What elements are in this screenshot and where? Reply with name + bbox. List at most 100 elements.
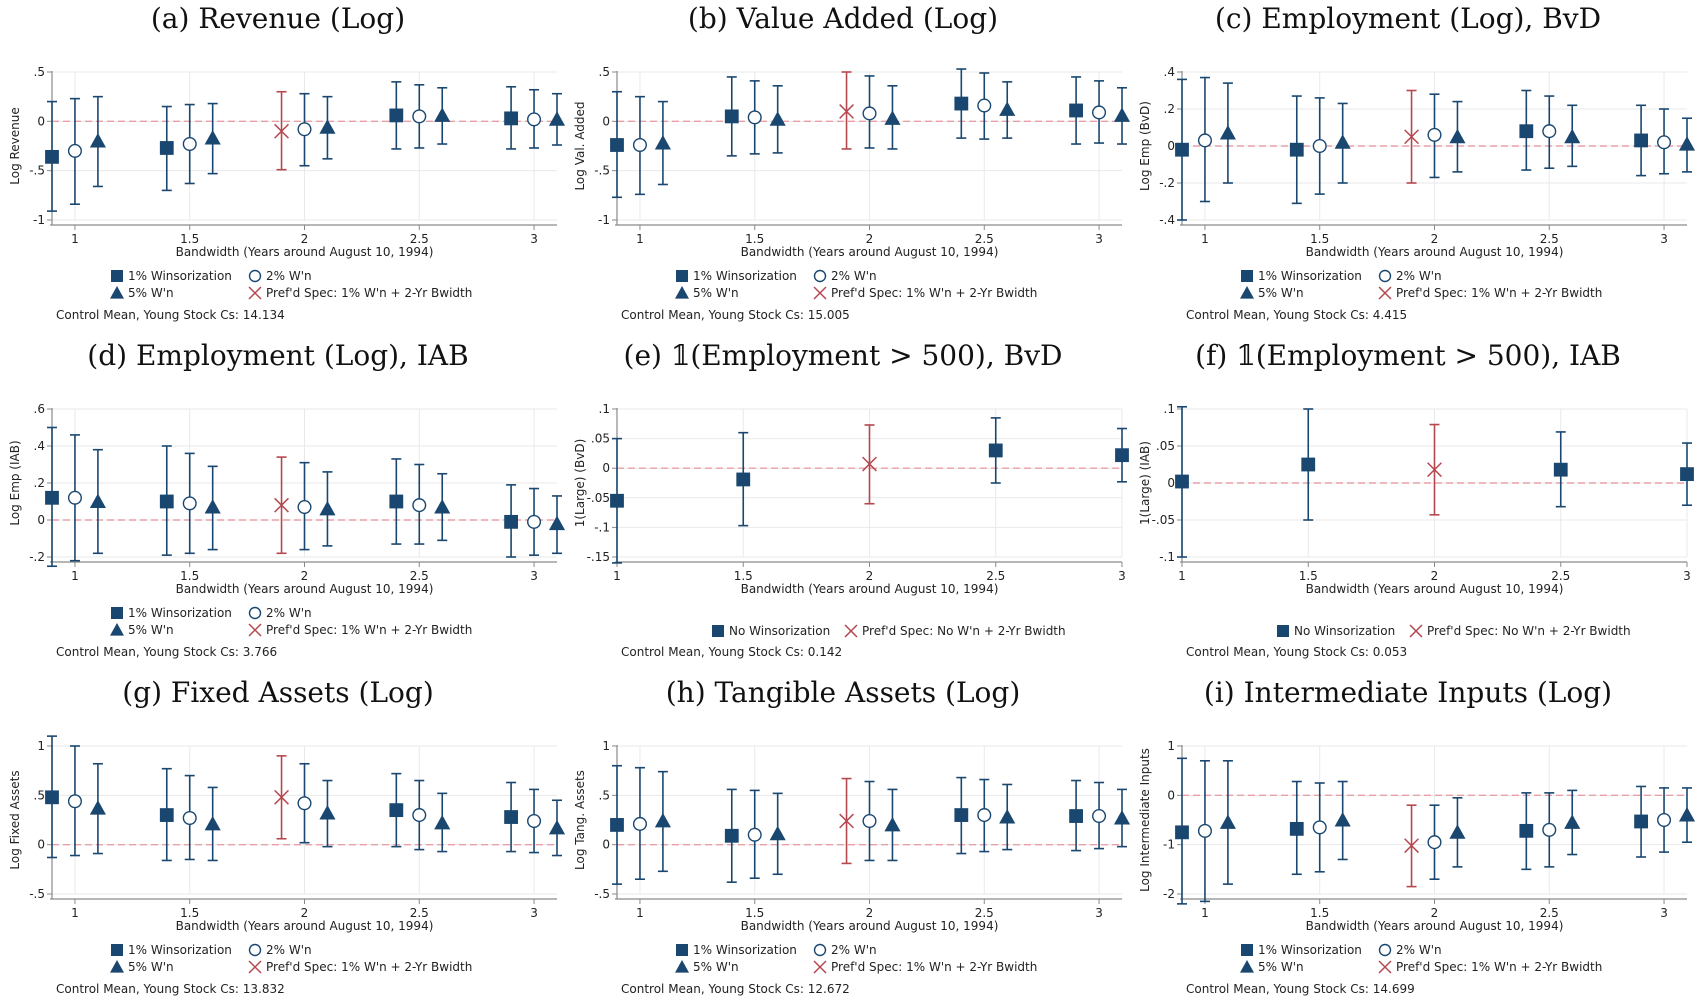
point-circle xyxy=(297,500,312,515)
x-tick-label: 2 xyxy=(1431,569,1439,583)
point-square xyxy=(1175,142,1189,157)
y-tick-label: -1 xyxy=(33,213,45,227)
point-triangle xyxy=(434,499,451,514)
legend-label: Pref'd Spec: No W'n + 2-Yr Bwidth xyxy=(1427,624,1631,638)
point-triangle xyxy=(1219,814,1236,829)
legend-label: 2% W'n xyxy=(266,943,312,957)
point-circle xyxy=(1197,823,1212,838)
x-tick-label: 2.5 xyxy=(1540,232,1559,246)
legend-marker-square xyxy=(712,625,724,637)
x-axis-label: Bandwidth (Years around August 10, 1994) xyxy=(176,245,434,259)
point-triangle xyxy=(769,111,786,126)
x-tick-label: 1 xyxy=(1201,906,1209,920)
point-circle xyxy=(412,109,427,124)
x-tick-label: 2.5 xyxy=(410,232,429,246)
x-tick-label: 1.5 xyxy=(745,232,764,246)
y-tick-label: 0 xyxy=(602,461,610,475)
x-tick-label: 2 xyxy=(866,906,874,920)
point-circle xyxy=(632,137,647,153)
point-square xyxy=(1115,448,1129,463)
legend-marker-circle xyxy=(1378,269,1392,283)
legend-label: 1% Winsorization xyxy=(128,606,232,620)
x-tick-label: 3 xyxy=(1095,232,1103,246)
y-tick-label: .6 xyxy=(34,402,45,416)
y-tick-label: 0 xyxy=(37,114,45,128)
chart-panel-a: (a) Revenue (Log) -1 -.5 0 .5 1 1.5 2 2.5 3 Bandwi… xyxy=(8,2,566,322)
point-circle xyxy=(1657,812,1672,828)
legend-marker-square xyxy=(1241,944,1253,956)
legend-marker-circle xyxy=(813,269,827,283)
point-triangle xyxy=(204,499,221,514)
point-circle xyxy=(412,808,427,823)
legend-marker-square xyxy=(111,270,123,282)
legend-marker-circle xyxy=(248,269,262,283)
legend-label: 5% W'n xyxy=(1258,960,1304,974)
point-triangle xyxy=(319,500,336,516)
x-tick-label: 3 xyxy=(1095,906,1103,920)
y-axis-label: Log Emp (BvD) xyxy=(1138,101,1152,191)
x-tick-label: 2 xyxy=(301,232,309,246)
y-tick-label: -.5 xyxy=(29,887,45,901)
y-tick-label: .4 xyxy=(34,439,45,453)
y-tick-label: -.1 xyxy=(1159,550,1175,564)
legend-label: Pref'd Spec: 1% W'n + 2-Yr Bwidth xyxy=(266,623,472,637)
point-x xyxy=(862,456,877,472)
y-tick-label: -.2 xyxy=(1159,176,1175,190)
point-triangle xyxy=(204,815,221,831)
chart-title: (b) Value Added (Log) xyxy=(688,2,998,35)
chart-title: (h) Tangible Assets (Log) xyxy=(666,676,1021,709)
y-tick-label: -1 xyxy=(598,213,610,227)
x-tick-label: 1 xyxy=(1178,569,1186,583)
point-triangle xyxy=(1678,807,1696,822)
point-circle xyxy=(297,796,312,811)
y-tick-label: -.05 xyxy=(587,491,610,505)
legend-marker-x xyxy=(248,286,262,300)
x-tick-label: 2.5 xyxy=(410,569,429,583)
point-square xyxy=(1175,825,1189,840)
y-tick-label: .5 xyxy=(34,65,45,79)
x-tick-label: 2.5 xyxy=(975,232,994,246)
point-triangle xyxy=(999,101,1016,116)
x-tick-label: 2 xyxy=(866,569,874,583)
chart-panel-d: (d) Employment (Log), IAB -.2 0 .2 .4 .6 1 1.5 2… xyxy=(8,339,566,659)
x-tick-label: 2 xyxy=(301,569,309,583)
x-tick-label: 3 xyxy=(530,232,538,246)
legend-label: 1% Winsorization xyxy=(693,269,797,283)
point-circle xyxy=(1542,822,1557,837)
y-axis-label: Log Emp (IAB) xyxy=(8,440,22,525)
point-square xyxy=(1069,809,1083,823)
point-square xyxy=(1634,814,1648,829)
x-tick-label: 1.5 xyxy=(734,569,753,583)
x-tick-label: 3 xyxy=(1660,906,1668,920)
point-x xyxy=(839,813,854,829)
x-tick-label: 3 xyxy=(530,906,538,920)
y-tick-label: -.5 xyxy=(594,164,610,178)
y-axis-label: Log Tang. Assets xyxy=(573,770,587,870)
chart-panel-h: (h) Tangible Assets (Log) -.5 0 .5 1 1 1.5 2 2.5… xyxy=(573,676,1131,996)
legend-label: 5% W'n xyxy=(128,286,174,300)
point-square xyxy=(988,443,1003,458)
legend-marker-square xyxy=(111,944,123,956)
y-tick-label: 0 xyxy=(602,838,610,852)
point-triangle xyxy=(1113,809,1131,825)
legend-label: 5% W'n xyxy=(128,960,174,974)
legend-marker-triangle xyxy=(110,960,124,973)
legend-label: 1% Winsorization xyxy=(128,943,232,957)
legend-label: 2% W'n xyxy=(1396,269,1442,283)
legend-label: 5% W'n xyxy=(128,623,174,637)
x-tick-label: 1 xyxy=(71,906,79,920)
y-tick-label: 0 xyxy=(1167,139,1175,153)
y-tick-label: -1 xyxy=(1163,838,1175,852)
point-square xyxy=(610,138,624,152)
point-triangle xyxy=(884,110,901,125)
point-square xyxy=(389,108,404,123)
point-square xyxy=(724,109,739,124)
legend-label: Pref'd Spec: 1% W'n + 2-Yr Bwidth xyxy=(1396,960,1602,974)
point-triangle xyxy=(548,515,566,531)
legend-label: 5% W'n xyxy=(693,960,739,974)
point-triangle xyxy=(89,133,106,148)
point-triangle xyxy=(769,825,786,841)
y-axis-label: Log Fixed Assets xyxy=(8,770,22,869)
point-circle xyxy=(747,110,762,125)
point-circle xyxy=(297,122,312,137)
